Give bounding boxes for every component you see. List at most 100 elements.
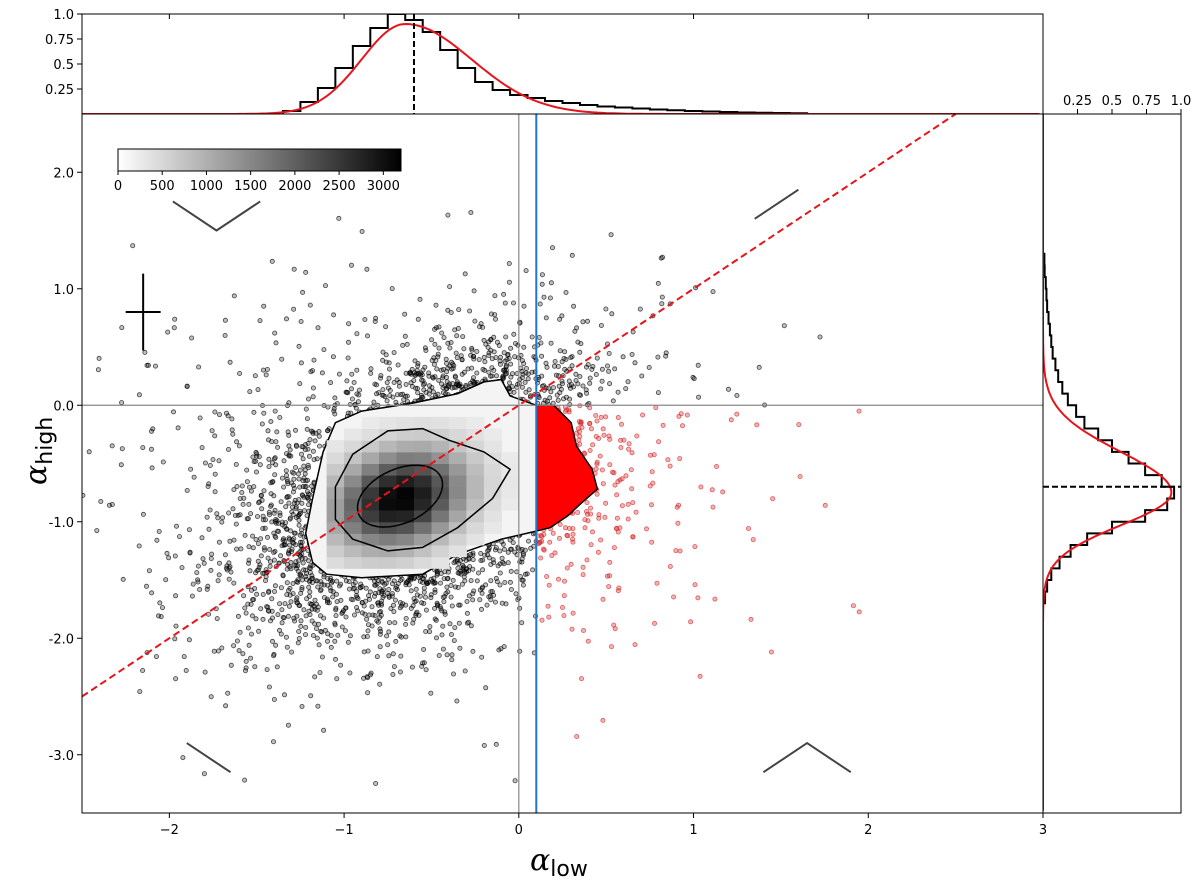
scatter-point xyxy=(146,568,152,574)
scatter-point xyxy=(397,600,403,606)
scatter-point xyxy=(197,587,203,593)
scatter-point xyxy=(195,577,201,583)
scatter-point xyxy=(262,547,268,553)
scatter-point xyxy=(288,453,294,459)
scatter-point xyxy=(289,537,295,543)
scatter-point xyxy=(364,266,370,272)
scatter-point xyxy=(279,607,285,613)
scatter-point xyxy=(562,349,568,355)
scatter-point xyxy=(242,777,248,783)
scatter-point xyxy=(316,443,322,449)
scatter-point-red xyxy=(796,422,802,428)
scatter-point xyxy=(481,337,487,343)
scatter-point-red xyxy=(615,479,621,485)
scatter-point xyxy=(398,634,404,640)
scatter-point xyxy=(145,362,151,368)
scatter-point xyxy=(420,575,426,581)
scatter-point xyxy=(272,455,278,461)
scatter-point xyxy=(552,358,558,364)
scatter-point xyxy=(321,727,327,733)
scatter-point xyxy=(429,337,435,343)
scatter-point xyxy=(400,342,406,348)
scatter-point xyxy=(488,336,494,342)
scatter-point xyxy=(365,675,371,681)
scatter-point xyxy=(328,575,334,581)
scatter-point xyxy=(204,514,210,520)
scatter-point xyxy=(263,567,269,573)
scatter-point xyxy=(333,613,339,619)
scatter-point xyxy=(438,606,444,612)
scatter-point xyxy=(637,306,643,312)
scatter-point xyxy=(413,385,419,391)
scatter-point xyxy=(149,465,155,471)
scatter-point xyxy=(458,568,464,574)
scatter-point xyxy=(259,506,265,512)
scatter-point xyxy=(543,315,549,321)
scatter-point xyxy=(486,369,492,375)
scatter-point xyxy=(176,534,182,540)
scatter-point xyxy=(370,403,376,409)
scatter-point xyxy=(223,703,229,709)
scatter-point xyxy=(427,624,433,630)
scatter-point xyxy=(489,365,495,371)
scatter-point xyxy=(246,544,252,550)
scatter-point-red xyxy=(710,504,716,510)
scatter-point xyxy=(499,555,505,561)
scatter-point xyxy=(508,361,514,367)
scatter-point xyxy=(233,521,239,527)
scatter-point xyxy=(150,426,156,432)
scatter-point xyxy=(461,346,467,352)
scatter-point xyxy=(493,373,499,379)
scatter-point xyxy=(415,363,421,369)
scatter-point xyxy=(269,439,275,445)
scatter-point xyxy=(428,690,434,696)
scatter-point-red xyxy=(629,486,635,492)
scatter-point xyxy=(409,366,415,372)
scatter-point xyxy=(655,390,661,396)
scatter-point xyxy=(464,599,470,605)
scatter-point xyxy=(444,584,450,590)
scatter-point xyxy=(481,743,487,749)
scatter-point xyxy=(488,589,494,595)
scatter-point xyxy=(191,474,197,480)
scatter-point xyxy=(507,579,513,585)
scatter-point-red xyxy=(569,626,575,632)
scatter-point xyxy=(272,472,278,478)
scatter-point xyxy=(188,466,194,472)
scatter-point xyxy=(556,383,562,389)
scatter-point xyxy=(212,433,218,439)
scatter-point xyxy=(165,329,171,335)
scatter-point xyxy=(285,562,291,568)
scatter-point xyxy=(625,379,631,385)
scatter-point xyxy=(215,648,221,654)
scatter-point xyxy=(452,584,458,590)
scatter-point xyxy=(291,306,297,312)
scatter-point xyxy=(512,354,518,360)
scatter-point xyxy=(369,623,375,629)
scatter-point xyxy=(227,538,233,544)
scatter-point xyxy=(200,556,206,562)
scatter-point xyxy=(448,594,454,600)
scatter-point-red xyxy=(575,426,581,432)
scatter-point xyxy=(279,356,285,362)
scatter-point xyxy=(413,586,419,592)
scatter-point xyxy=(428,592,434,598)
scatter-point xyxy=(386,375,392,381)
scatter-point xyxy=(256,499,262,505)
scatter-point-red xyxy=(698,484,704,490)
scatter-point xyxy=(354,605,360,611)
scatter-point xyxy=(196,364,202,370)
scatter-point-red xyxy=(665,457,671,463)
scatter-point xyxy=(469,345,475,351)
scatter-point xyxy=(307,589,313,595)
scatter-point xyxy=(266,684,272,690)
scatter-point xyxy=(710,289,716,295)
scatter-point-red xyxy=(634,433,640,439)
scatter-point xyxy=(421,660,427,666)
scatter-point xyxy=(298,318,304,324)
scatter-point xyxy=(296,497,302,503)
scatter-point-red xyxy=(570,536,576,542)
scatter-point xyxy=(519,577,525,583)
scatter-point xyxy=(296,558,302,564)
scatter-point-red xyxy=(579,676,585,682)
